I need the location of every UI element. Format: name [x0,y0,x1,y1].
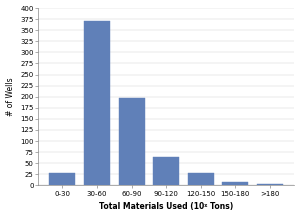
Bar [153,156,179,185]
Bar [84,21,110,185]
Y-axis label: # of Wells: # of Wells [6,77,15,116]
Bar [188,173,214,185]
X-axis label: Total Materials Used (10ᵡ Tons): Total Materials Used (10ᵡ Tons) [99,202,233,211]
Bar [50,173,75,185]
Bar [118,98,145,185]
Bar [222,182,248,185]
Bar [257,184,283,185]
